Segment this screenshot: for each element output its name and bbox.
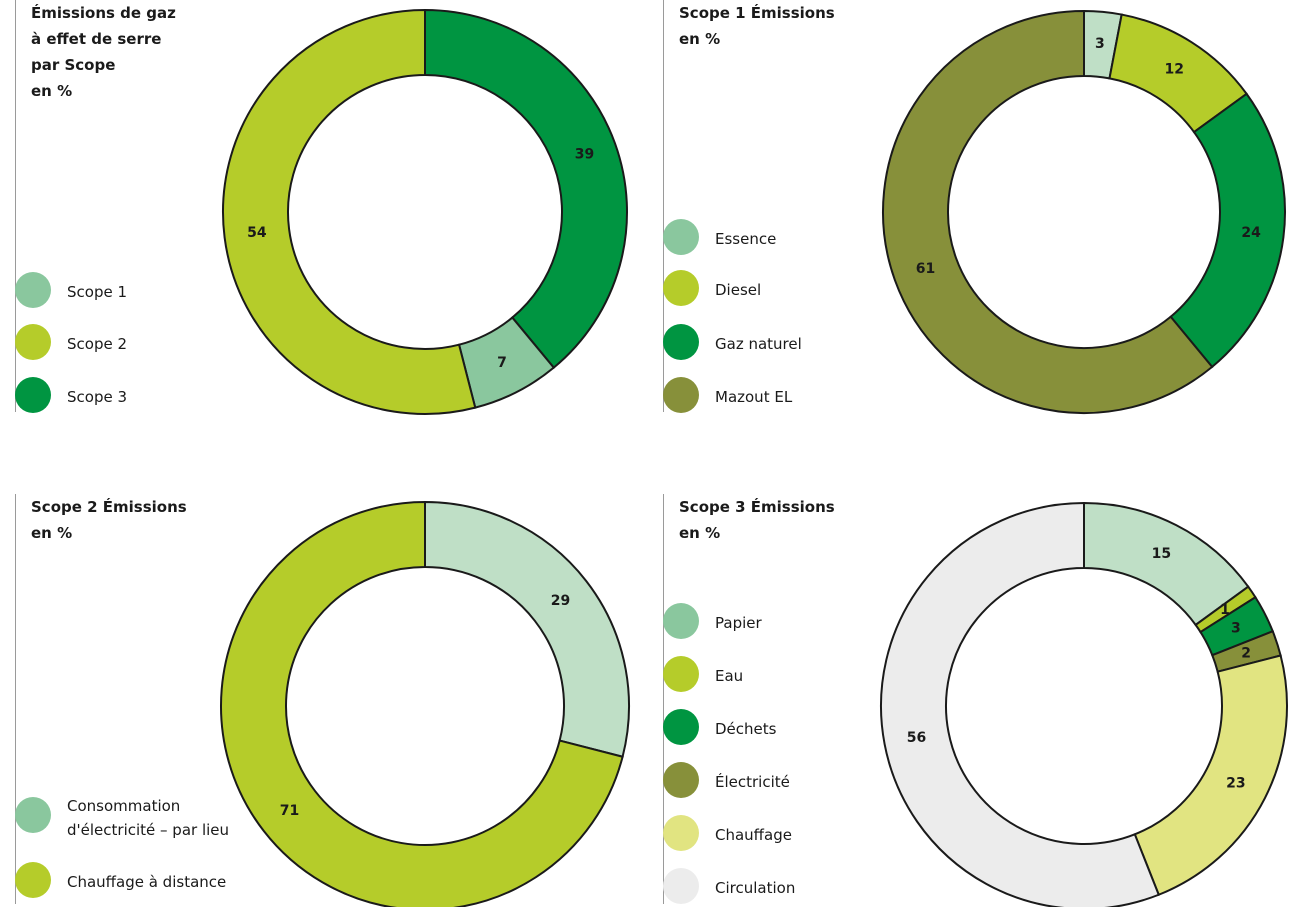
donut-chart-scopes: 39 7 54 <box>222 8 628 415</box>
legend-item-electricity-consumption: Consommation d'électricité – par lieu <box>15 797 315 839</box>
chart-title: Scope 2 Émissions en % <box>31 498 187 542</box>
legend-item-scope-3: Scope 3 <box>15 377 315 413</box>
legend-item-diesel: Diesel <box>663 270 963 306</box>
legend-item-papier: Papier <box>663 603 963 639</box>
legend-label: Électricité <box>715 773 790 791</box>
data-label-circulation: 56 <box>907 730 926 746</box>
legend-swatch <box>663 709 699 745</box>
legend-label: Chauffage <box>715 826 792 844</box>
data-label-dechets: 3 <box>1231 621 1241 637</box>
legend-item-scope-2: Scope 2 <box>15 324 315 360</box>
legend-item-scope-1: Scope 1 <box>15 272 315 308</box>
data-label-chauffage: 23 <box>1226 775 1245 791</box>
data-label-scope-2: 54 <box>247 225 267 241</box>
legend-swatch <box>663 219 699 255</box>
legend-swatch <box>15 797 51 833</box>
legend-label: Scope 1 <box>67 283 128 301</box>
legend-swatch <box>663 868 699 904</box>
chart-panel-scopes: Émissions de gaz à effet de serre par Sc… <box>15 0 655 420</box>
chart-title: Émissions de gaz à effet de serre par Sc… <box>31 4 176 100</box>
chart-panel-scope-2: Scope 2 Émissions en % Consommation d'él… <box>15 494 655 907</box>
legend-item-district-heating: Chauffage à distance <box>15 862 315 898</box>
legend-label: Gaz naturel <box>715 335 802 353</box>
panel-divider <box>663 0 664 412</box>
panel-divider <box>15 494 16 904</box>
donut-chart-scope-2: 29 71 <box>220 500 630 907</box>
chart-title: Scope 1 Émissions en % <box>679 4 835 48</box>
legend-item-mazout-el: Mazout EL <box>663 377 963 413</box>
chart-panel-scope-3: Scope 3 Émissions en % Papier Eau Déchet… <box>663 494 1289 907</box>
legend-label: Essence <box>715 230 777 248</box>
legend-swatch <box>663 656 699 692</box>
donut-chart-scope-3: 15 132 23 56 <box>880 501 1288 907</box>
legend-item-eau: Eau <box>663 656 963 692</box>
legend-label: Papier <box>715 614 762 632</box>
panel-divider <box>15 0 16 412</box>
data-label-scope-1: 7 <box>497 355 507 371</box>
legend-label: Déchets <box>715 720 777 738</box>
legend-swatch <box>15 377 51 413</box>
donut-slice-gaz-naturel <box>1169 92 1286 369</box>
data-label-eau: 1 <box>1220 602 1230 618</box>
panel-divider <box>663 494 664 904</box>
data-label-diesel: 12 <box>1165 62 1184 78</box>
legend-label: Circulation <box>715 879 796 897</box>
legend-label: Scope 2 <box>67 335 128 353</box>
legend-label: Chauffage à distance <box>67 873 227 891</box>
data-label-gaz-naturel: 24 <box>1241 225 1261 241</box>
legend-label: Mazout EL <box>715 388 793 406</box>
chart-panel-scope-1: Scope 1 Émissions en % Essence Diesel Ga… <box>663 0 1289 420</box>
legend-label: Consommation d'électricité – par lieu <box>67 797 230 839</box>
chart-title: Scope 3 Émissions en % <box>679 498 835 542</box>
legend-label: Eau <box>715 667 744 685</box>
legend-swatch <box>15 324 51 360</box>
donut-slice-mazout-el <box>882 9 1214 414</box>
donut-slice-scope-2 <box>222 8 477 415</box>
legend-item-circulation: Circulation <box>663 868 963 904</box>
legend-swatch <box>663 603 699 639</box>
data-label-papier: 15 <box>1152 546 1171 562</box>
legend-label: Scope 3 <box>67 388 128 406</box>
legend-item-gaz-naturel: Gaz naturel <box>663 324 963 360</box>
legend-swatch <box>15 862 51 898</box>
data-label-consommation-d-electricite-par-lieu: 29 <box>551 593 570 609</box>
donut-slice-circulation <box>880 501 1161 907</box>
legend-swatch <box>663 762 699 798</box>
legend-label: Diesel <box>715 281 762 299</box>
data-label-mazout-el: 61 <box>916 261 935 277</box>
legend-item-essence: Essence <box>663 219 963 255</box>
donut-slice-chauffage <box>1133 654 1288 897</box>
data-label-scope-3: 39 <box>575 147 594 163</box>
data-label-electricite: 2 <box>1241 645 1251 661</box>
legend-item-dechets: Déchets <box>663 709 963 745</box>
donut-slice-scope-3 <box>424 8 628 370</box>
donut-slice-consommation-d-electricite-par-lieu <box>424 500 630 758</box>
legend-swatch <box>663 270 699 306</box>
legend-swatch <box>15 272 51 308</box>
legend-swatch <box>663 324 699 360</box>
legend-item-chauffage: Chauffage <box>663 815 963 851</box>
donut-slice-chauffage-a-distance <box>220 500 624 907</box>
data-label-chauffage-a-distance: 71 <box>280 803 299 819</box>
legend-item-electricite: Électricité <box>663 762 963 798</box>
legend-swatch <box>663 377 699 413</box>
data-label-essence: 3 <box>1095 36 1105 52</box>
donut-chart-scope-1: 3 12 24 61 <box>882 9 1286 414</box>
legend-swatch <box>663 815 699 851</box>
